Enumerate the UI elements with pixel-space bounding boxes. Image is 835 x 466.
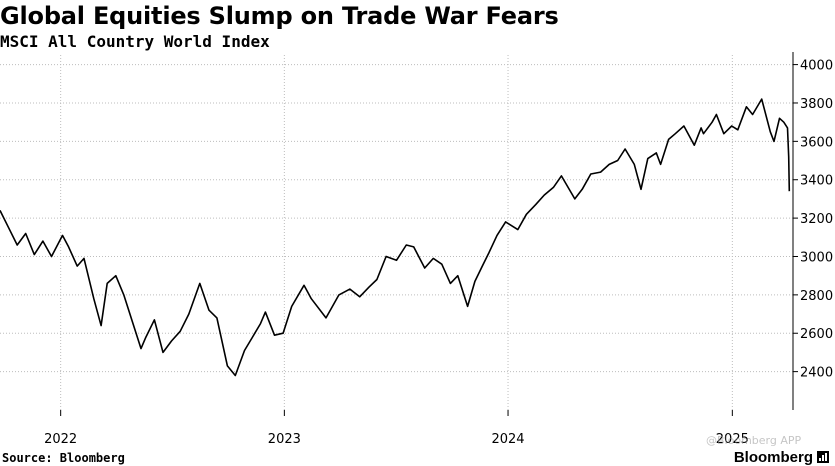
x-tick-label: 2025 [716,432,749,447]
y-tick-label: 4000 [800,59,833,74]
y-tick-label: 2800 [800,289,833,304]
y-tick-label: 3800 [800,97,833,112]
y-tick-label: 2400 [800,366,833,381]
y-tick-label: 3400 [800,174,833,189]
x-tick-label: 2024 [491,432,524,447]
y-tick-label: 3600 [800,135,833,150]
y-tick-label: 2600 [800,327,833,342]
bar-chart-icon [817,451,829,463]
y-tick-label: 3000 [800,250,833,265]
watermark-text: @Bloomberg APP [706,434,802,447]
source-note: Source: Bloomberg [2,451,125,465]
chart-subtitle: MSCI All Country World Index [0,32,270,51]
bloomberg-logo-text: Bloomberg [733,449,813,466]
y-tick-label: 3200 [800,212,833,227]
x-tick-label: 2022 [44,432,77,447]
series-line-msci-acwi [0,98,791,377]
x-tick-label: 2023 [268,432,301,447]
chart-title: Global Equities Slump on Trade War Fears [0,2,559,30]
